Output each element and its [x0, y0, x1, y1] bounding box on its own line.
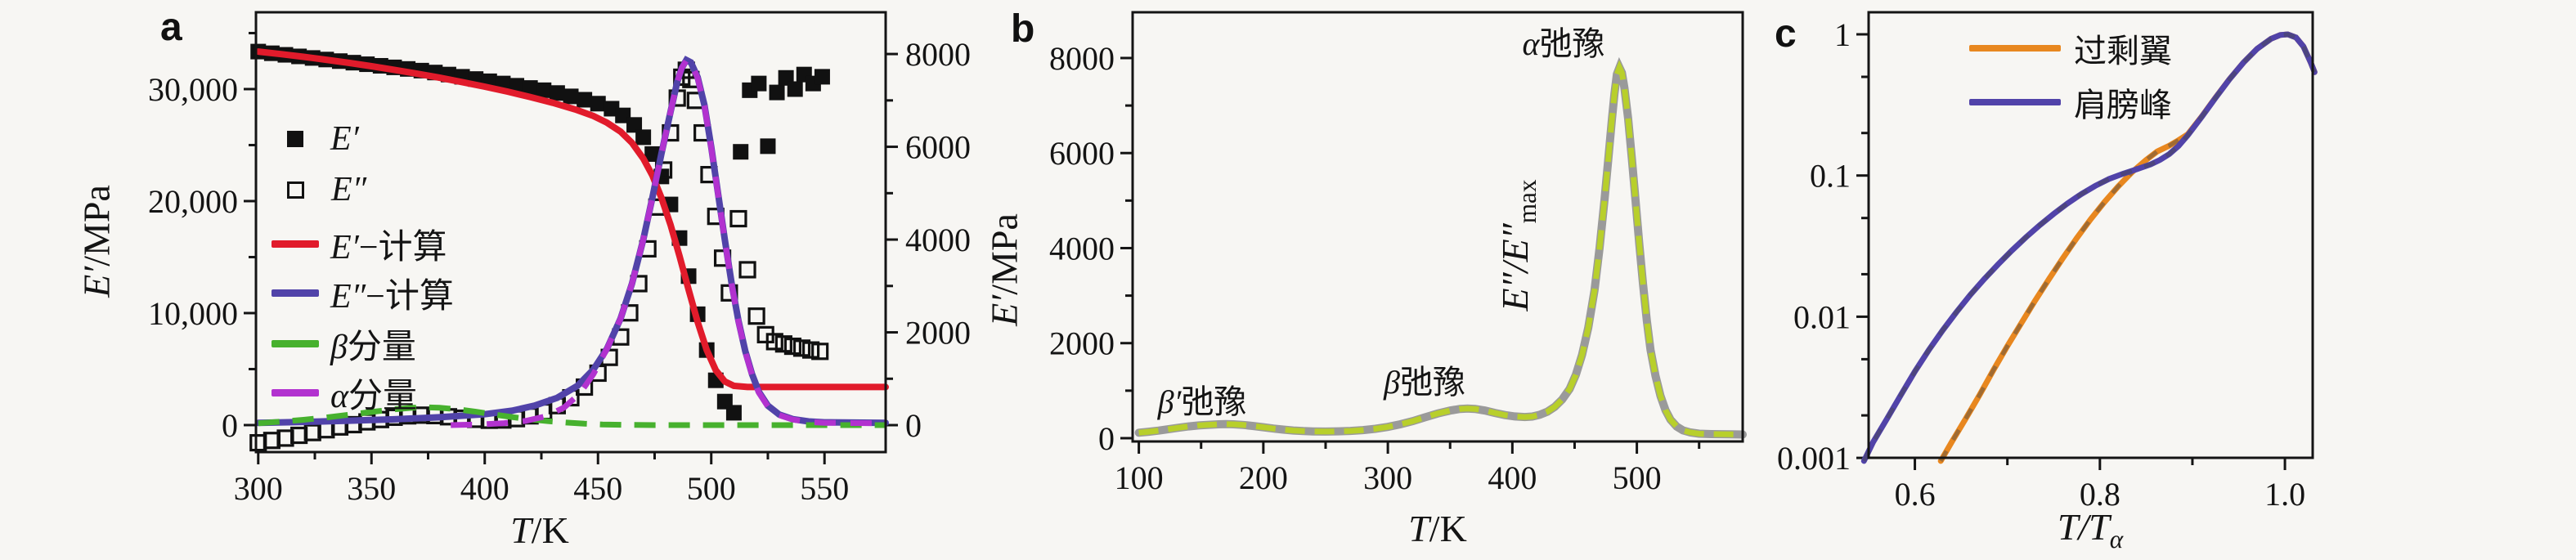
svg-text:0: 0 [905, 407, 922, 444]
legend-item-shoulder-peak: 肩膀峰 [1969, 78, 2172, 126]
series-e-dprime-curve [1138, 60, 1744, 437]
svg-text:4000: 4000 [905, 222, 971, 258]
panel-a-plot: 300 350 400 450 500 550 0 10,000 20,000 30,000 0 20… [148, 11, 971, 507]
svg-text:0.1: 0.1 [1810, 158, 1851, 195]
beta-prime-relaxation-annotation: β′弛豫 [1157, 383, 1247, 420]
panel-c-x-axis-title: T/Tα [2057, 506, 2124, 554]
svg-text:350: 350 [347, 470, 396, 507]
svg-text:200: 200 [1239, 459, 1288, 496]
svg-text:2000: 2000 [905, 315, 971, 352]
svg-text:400: 400 [460, 470, 509, 507]
series-alpha-component [451, 56, 886, 428]
svg-text:30,000: 30,000 [148, 71, 238, 108]
series-shoulder-peak [1860, 31, 2318, 464]
svg-text:450: 450 [573, 470, 622, 507]
legend-item-excess-wing: 过剩翼 [1969, 25, 2172, 72]
svg-text:8000: 8000 [905, 36, 971, 73]
legend-item-e-prime-calc: E′−计算 [272, 219, 447, 269]
orange-line-swatch-icon [1969, 45, 2061, 52]
panel-b-letter: b [1011, 7, 1035, 51]
svg-text:0.01: 0.01 [1793, 298, 1851, 335]
svg-text:0.001: 0.001 [1777, 440, 1851, 477]
panel-a-y-axis-title: E′/MPa [75, 185, 118, 298]
panel-b-plot: 100 200 300 400 500 0 2000 4000 6000 8000 [1049, 11, 1747, 496]
svg-text:2000: 2000 [1049, 325, 1115, 362]
panel-c-plot: 0.6 0.8 1.0 1 0.1 0.01 0.001 [1777, 11, 2318, 513]
green-line-swatch-icon [272, 340, 319, 347]
svg-text:100: 100 [1115, 459, 1164, 496]
svg-text:300: 300 [234, 470, 283, 507]
svg-text:10,000: 10,000 [148, 295, 238, 332]
beta-relaxation-annotation: β弛豫 [1384, 364, 1465, 401]
svg-text:6000: 6000 [905, 129, 971, 166]
legend-item-alpha-component: α分量 [272, 368, 417, 418]
series-beta-component [258, 404, 886, 428]
svg-text:300: 300 [1363, 459, 1412, 496]
alpha-relaxation-annotation: α弛豫 [1522, 25, 1605, 62]
svg-text:8000: 8000 [1049, 40, 1115, 77]
svg-text:1.0: 1.0 [2264, 476, 2305, 513]
svg-text:500: 500 [1613, 459, 1662, 496]
svg-text:20,000: 20,000 [148, 183, 238, 220]
open-square-marker-icon [287, 181, 304, 199]
svg-text:0.6: 0.6 [1895, 476, 1936, 513]
svg-text:1: 1 [1834, 16, 1851, 53]
legend-item-e-dprime: E″ [272, 170, 366, 209]
legend-item-e-prime: E′ [272, 119, 359, 159]
svg-text:0: 0 [1098, 420, 1115, 457]
svg-text:0.8: 0.8 [2080, 476, 2120, 513]
blue-line-swatch-icon [1969, 99, 2061, 105]
legend-item-e-dprime-calc: E″−计算 [272, 268, 454, 318]
red-line-swatch-icon [272, 240, 319, 248]
svg-text:4000: 4000 [1049, 230, 1115, 267]
svg-text:500: 500 [687, 470, 736, 507]
legend-item-beta-component: β分量 [272, 319, 416, 369]
panel-b-x-axis-title: T/K [1408, 508, 1467, 549]
series-fit-overlay [1862, 32, 2317, 462]
magenta-line-swatch-icon [272, 389, 319, 396]
svg-text:0: 0 [222, 407, 238, 444]
panel-b-y-axis-title: E′/MPa [983, 213, 1025, 326]
panel-c-y-axis-title: E″/E″max [1493, 179, 1542, 311]
series-e-prime-calc [254, 48, 889, 391]
svg-text:550: 550 [800, 470, 849, 507]
panel-a-letter: a [160, 6, 182, 49]
panel-c-letter: c [1775, 12, 1797, 56]
svg-text:6000: 6000 [1049, 135, 1115, 172]
panel-a-x-axis-title: T/K [510, 509, 569, 551]
filled-square-marker-icon [287, 131, 303, 147]
svg-text:400: 400 [1488, 459, 1537, 496]
series-e-dprime-data [249, 61, 829, 452]
blue-line-swatch-icon [272, 289, 319, 297]
